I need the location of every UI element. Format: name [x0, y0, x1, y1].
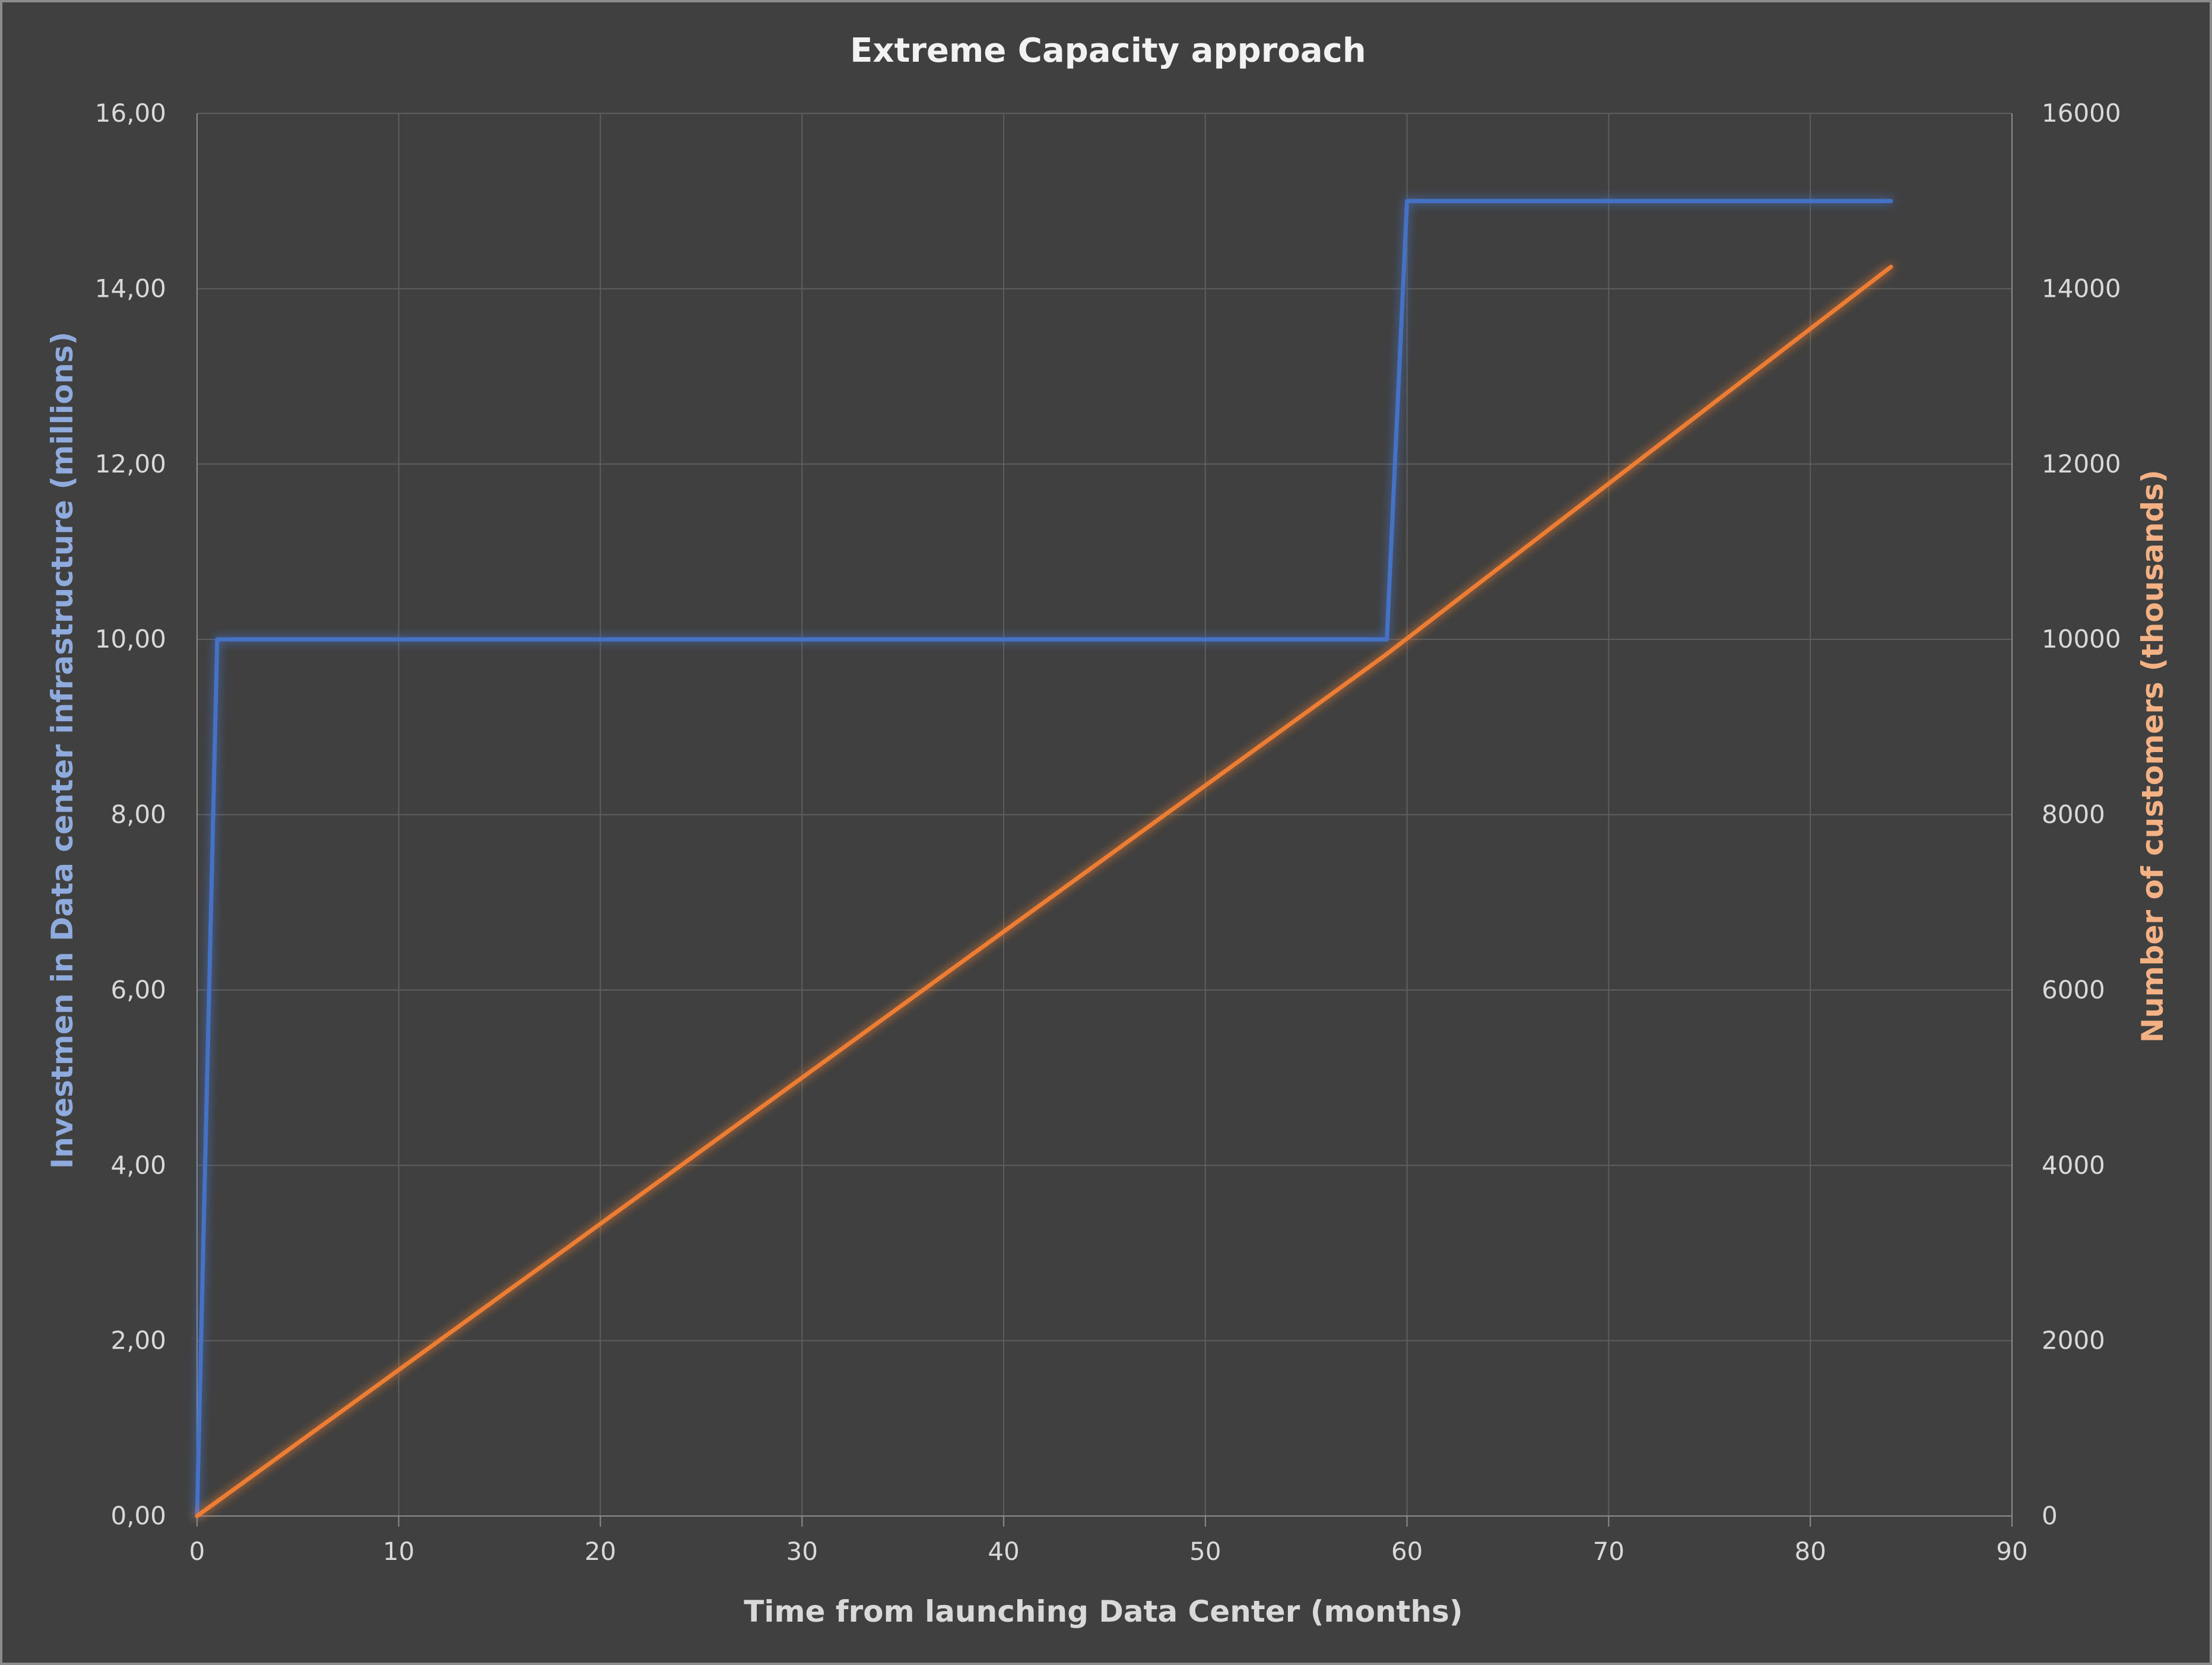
y-left-tick-label: 16,00 [95, 99, 166, 128]
y-right-tick-label: 4000 [2042, 1150, 2105, 1179]
y-left-tick-label: 12,00 [95, 449, 166, 478]
y-right-tick-label: 6000 [2042, 975, 2105, 1004]
tick-labels: 0,00 2,00 4,00 6,00 8,00 10,00 12,00 14,00 16,00… [95, 99, 2121, 1566]
y-right-tick-label: 14000 [2042, 274, 2121, 303]
x-axis-title: Time from launching Data Center (months) [744, 1594, 1463, 1629]
y-right-tick-label: 8000 [2042, 800, 2105, 829]
gridlines [197, 113, 2012, 1516]
series [195, 199, 1893, 1518]
x-tick-label: 60 [1391, 1537, 1423, 1566]
investment-series-line [195, 199, 1893, 1518]
y-left-tick-label: 4,00 [110, 1150, 166, 1179]
y-left-tick-label: 0,00 [110, 1501, 166, 1530]
chart-title: Extreme Capacity approach [850, 31, 1366, 70]
x-tick-label: 80 [1794, 1537, 1826, 1566]
y-left-tick-label: 10,00 [95, 624, 166, 654]
y-left-tick-label: 8,00 [110, 800, 166, 829]
x-tick-label: 10 [383, 1537, 414, 1566]
x-tick-label: 30 [786, 1537, 818, 1566]
y-axis-left-title: Investmen in Data center infrastructure … [45, 332, 80, 1169]
x-tick-label: 70 [1593, 1537, 1624, 1566]
x-tick-label: 50 [1189, 1537, 1221, 1566]
y-left-tick-label: 6,00 [110, 975, 166, 1004]
y-left-tick-label: 14,00 [95, 274, 166, 303]
x-tick-label: 90 [1996, 1537, 2027, 1566]
axes [196, 113, 2013, 1527]
x-tick-label: 40 [988, 1537, 1019, 1566]
customers-series-line [195, 265, 1893, 1518]
y-right-tick-label: 2000 [2042, 1326, 2105, 1355]
y-right-tick-label: 10000 [2042, 624, 2121, 654]
y-right-tick-label: 16000 [2042, 99, 2121, 128]
y-right-tick-label: 0 [2042, 1501, 2058, 1530]
x-tick-label: 0 [189, 1537, 205, 1566]
y-right-tick-label: 12000 [2042, 449, 2121, 478]
y-axis-right-title: Number of customers (thousands) [2135, 470, 2170, 1043]
y-left-tick-label: 2,00 [110, 1326, 166, 1355]
x-tick-label: 20 [585, 1537, 616, 1566]
